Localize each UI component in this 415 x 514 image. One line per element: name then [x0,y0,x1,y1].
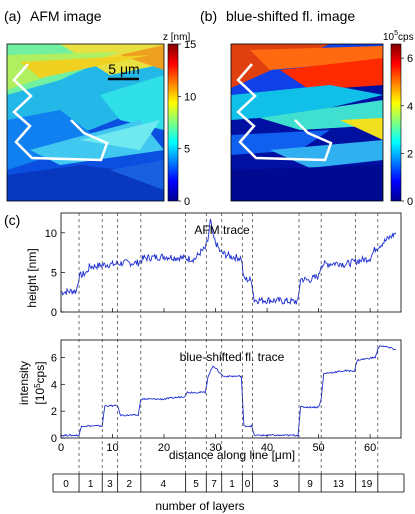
fluorescence-ytick-label: 2 [51,406,57,418]
distance-xlabel: distance along line [μm] [169,448,295,462]
fluorescence-xtick-label: 0 [58,442,64,454]
layer-count-label: 3 [107,479,113,490]
layer-count-label: 4 [160,479,166,490]
panel-b-title: blue-shifted fl. image [226,8,355,24]
panel-a-label: (a) [4,8,21,24]
panel-c-label: (c) [4,212,20,228]
colorbar-a-tick-label: 5 [184,144,190,156]
colorbar-b-ticks: 6 4 2 0 [401,53,413,208]
layers-xlabel: number of layers [155,499,244,513]
afm-plot-frame [60,212,402,313]
fluorescence-xtick-label: 30 [209,442,221,454]
fluorescence-xtick-label: 60 [364,442,376,454]
fluorescence-image-frame [230,43,384,202]
layer-count-label: 5 [193,479,199,490]
layer-boundary-lines [78,213,379,474]
afm-ytick-label: 5 [51,267,57,279]
layer-count-label: 9 [307,479,313,490]
afm-image [7,44,164,201]
fluorescence-plot-frame [60,339,402,439]
fluorescence-trace-ylabel-unit: [105cps] [33,361,47,404]
fluorescence-xtick-label: 20 [158,442,170,454]
layer-count-label: 7 [211,479,217,490]
fluorescence-series-line [60,345,396,438]
afm-trace-ylabel: height [nm] [25,248,39,307]
panel-b-label: (b) [200,8,217,24]
layer-count-label: 1 [229,479,235,490]
colorbar-b-tick-label: 0 [407,196,413,208]
svg-text:intensity: intensity [17,361,31,405]
layer-count-label: 13 [333,479,345,490]
afm-ytick-label: 10 [45,228,57,240]
colorbar-b-title-exp: 5 [394,30,398,37]
colorbar-b [390,43,402,202]
fluorescence-ytick-label: 0 [51,433,57,445]
colorbar-a-title: z [nm] [163,32,190,43]
colorbar-a-ticks: 15 10 5 0 [178,39,196,208]
layer-count-label: 0 [63,479,69,490]
colorbar-a-tick-label: 15 [184,39,196,51]
fluorescence-trace-path [236,63,333,162]
fluorescence-trace-title: blue-shifted fl. trace [180,350,285,364]
layers-bar: 0 1 3 2 4 5 7 1 0 3 9 13 19 [52,473,405,493]
colorbar-a-tick-label: 10 [184,91,196,103]
afm-trace-plot: 0 5 10 AFM trace [45,212,402,319]
afm-trace-title: AFM trace [194,223,250,237]
fluorescence-trace-ylabel: intensity [17,361,31,405]
colorbar-a [167,43,179,202]
layer-count-label: 0 [245,479,251,490]
scale-bar-label: 5 μm [108,61,139,77]
colorbar-b-title-base: 10 [383,32,395,43]
colorbar-a-tick-label: 0 [184,196,190,208]
afm-series-line [60,218,397,305]
fluorescence-ytick-label: 6 [51,352,57,364]
colorbar-b-tick-label: 4 [407,101,413,113]
fluorescence-xtick-label: 40 [261,442,273,454]
fluorescence-xtick-label: 10 [106,442,118,454]
layer-count-label: 2 [126,479,132,490]
fluorescence-image [231,44,383,201]
colorbar-b-tick-label: 6 [407,53,413,65]
fluorescence-ytick-label: 4 [51,379,57,391]
svg-text:105cps: 105cps [383,30,414,43]
colorbar-b-title-unit: cps [398,32,414,43]
afm-image-frame [6,43,165,202]
fluorescence-xtick-label: 50 [312,442,324,454]
layer-count-label: 3 [273,479,279,490]
layer-count-label: 1 [88,479,94,490]
layer-count-label: 19 [361,479,373,490]
afm-ytick-label: 0 [51,307,57,319]
svg-text:[105cps]: [105cps] [33,361,47,404]
panel-a-title: AFM image [30,8,102,24]
colorbar-b-title: 105cps [383,30,414,43]
colorbar-b-tick-label: 2 [407,148,413,160]
afm-trace-path [12,63,109,162]
